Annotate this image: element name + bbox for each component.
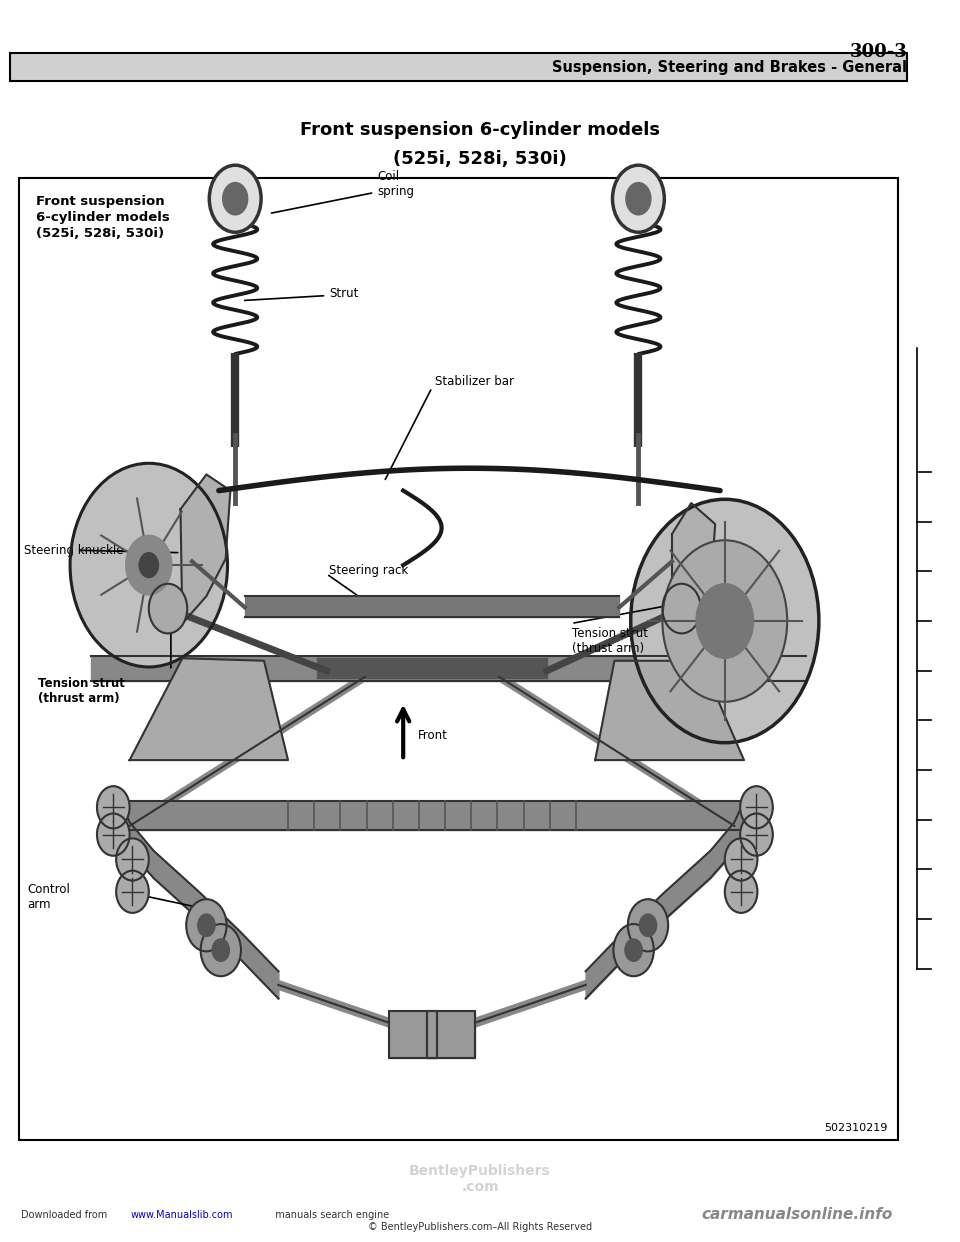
Polygon shape <box>672 503 715 640</box>
Text: manuals search engine: manuals search engine <box>269 1210 389 1220</box>
Circle shape <box>209 165 261 232</box>
Text: 502310219: 502310219 <box>825 1123 888 1133</box>
Circle shape <box>97 786 130 828</box>
Circle shape <box>725 871 757 913</box>
Circle shape <box>186 899 227 951</box>
Circle shape <box>613 924 654 976</box>
Circle shape <box>628 899 668 951</box>
Text: .com: .com <box>461 1180 499 1195</box>
Text: BentleyPublishers: BentleyPublishers <box>409 1164 551 1179</box>
Circle shape <box>198 914 215 936</box>
Text: Front suspension: Front suspension <box>36 195 165 207</box>
Text: Front suspension 6-cylinder models: Front suspension 6-cylinder models <box>300 122 660 139</box>
Circle shape <box>116 838 149 881</box>
Polygon shape <box>180 474 230 623</box>
Circle shape <box>696 584 754 658</box>
Text: www.Manualslib.com: www.Manualslib.com <box>131 1210 233 1220</box>
Circle shape <box>212 939 229 961</box>
Text: Steering knuckle: Steering knuckle <box>24 544 124 556</box>
Text: Coil
spring: Coil spring <box>377 170 415 197</box>
Bar <box>427 1011 475 1058</box>
Circle shape <box>149 584 187 633</box>
Circle shape <box>631 499 819 743</box>
Text: (525i, 528i, 530i): (525i, 528i, 530i) <box>394 150 566 168</box>
Bar <box>389 1011 437 1058</box>
Polygon shape <box>595 661 744 760</box>
Circle shape <box>740 786 773 828</box>
Polygon shape <box>130 658 288 760</box>
Circle shape <box>116 871 149 913</box>
Circle shape <box>625 939 642 961</box>
Circle shape <box>725 838 757 881</box>
Text: Strut: Strut <box>329 287 359 299</box>
Text: Tension strut
(thrust arm): Tension strut (thrust arm) <box>38 677 125 705</box>
Circle shape <box>201 924 241 976</box>
Circle shape <box>740 814 773 856</box>
Text: © BentleyPublishers.com–All Rights Reserved: © BentleyPublishers.com–All Rights Reser… <box>368 1222 592 1232</box>
Circle shape <box>639 914 657 936</box>
Bar <box>389 1011 437 1058</box>
Text: carmanualsonline.info: carmanualsonline.info <box>702 1207 893 1222</box>
Text: 6-cylinder models: 6-cylinder models <box>36 211 170 224</box>
Circle shape <box>662 540 787 702</box>
Text: 300-3: 300-3 <box>850 43 907 61</box>
Text: Downloaded from: Downloaded from <box>21 1210 110 1220</box>
Text: (525i, 528i, 530i): (525i, 528i, 530i) <box>36 227 164 240</box>
Circle shape <box>626 183 651 215</box>
Text: Control
arm: Control arm <box>27 883 70 910</box>
Text: Suspension, Steering and Brakes - General: Suspension, Steering and Brakes - Genera… <box>552 60 907 75</box>
Text: Stabilizer bar: Stabilizer bar <box>435 375 514 388</box>
FancyBboxPatch shape <box>10 53 907 81</box>
Circle shape <box>139 553 158 578</box>
Text: Tension strut
(thrust arm): Tension strut (thrust arm) <box>572 627 648 656</box>
Circle shape <box>662 584 701 633</box>
Circle shape <box>70 463 228 667</box>
Circle shape <box>97 814 130 856</box>
Text: Front: Front <box>418 729 447 741</box>
Circle shape <box>126 535 172 595</box>
Text: Steering rack: Steering rack <box>329 564 409 576</box>
FancyBboxPatch shape <box>19 178 898 1140</box>
Circle shape <box>612 165 664 232</box>
Circle shape <box>223 183 248 215</box>
Bar <box>427 1011 475 1058</box>
